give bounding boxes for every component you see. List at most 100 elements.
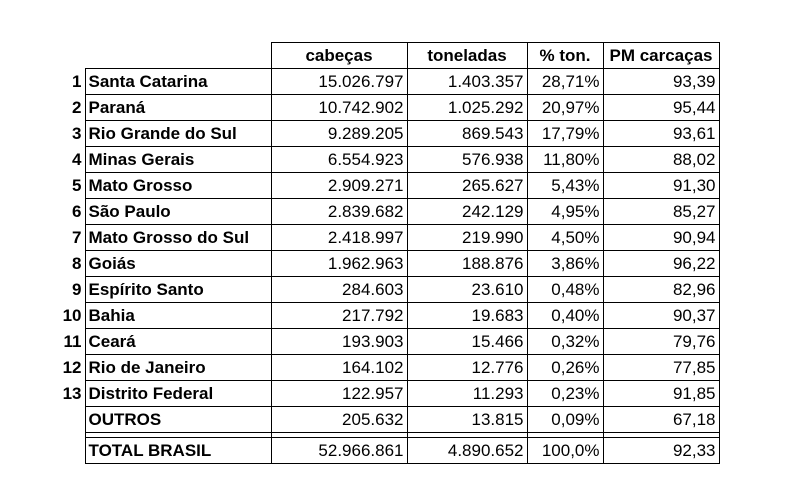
row-rank: 11 (63, 331, 82, 351)
row-pct: 0,32% (526, 328, 604, 355)
others-label: OUTROS (84, 406, 272, 433)
others-pct: 0,09% (526, 406, 604, 433)
table-row: 7 Mato Grosso do Sul 2.418.997 219.990 4,50%… (55, 224, 720, 251)
total-label: TOTAL BRASIL (84, 437, 272, 464)
row-heads: 10.742.902 (270, 94, 408, 121)
row-pct: 20,97% (526, 94, 604, 121)
spacer-row (55, 432, 720, 438)
row-state: Goiás (84, 250, 272, 277)
header-tons: toneladas (406, 42, 528, 69)
row-heads: 1.962.963 (270, 250, 408, 277)
row-tons: 188.876 (406, 250, 528, 277)
row-pct: 4,95% (526, 198, 604, 225)
row-tons: 242.129 (406, 198, 528, 225)
row-pct: 0,40% (526, 302, 604, 329)
spacer-cell (602, 432, 720, 438)
table-row: 9 Espírito Santo 284.603 23.610 0,48% 82,96 (55, 276, 720, 303)
row-heads: 164.102 (270, 354, 408, 381)
row-pm: 82,96 (602, 276, 720, 303)
row-state: Bahia (84, 302, 272, 329)
table-row: 1 Santa Catarina 15.026.797 1.403.357 28,71%… (55, 68, 720, 95)
row-state: Mato Grosso do Sul (84, 224, 272, 251)
total-row: TOTAL BRASIL 52.966.861 4.890.652 100,0% 92,… (55, 437, 720, 464)
row-tons: 23.610 (406, 276, 528, 303)
row-pm: 77,85 (602, 354, 720, 381)
row-state: Rio de Janeiro (84, 354, 272, 381)
row-pm: 96,22 (602, 250, 720, 277)
row-pm: 85,27 (602, 198, 720, 225)
row-state: Distrito Federal (84, 380, 272, 407)
row-tons: 576.938 (406, 146, 528, 173)
row-heads: 2.909.271 (270, 172, 408, 199)
row-heads: 6.554.923 (270, 146, 408, 173)
row-heads: 193.903 (270, 328, 408, 355)
total-pct: 100,0% (526, 437, 604, 464)
row-pm: 88,02 (602, 146, 720, 173)
row-heads: 284.603 (270, 276, 408, 303)
row-state: São Paulo (84, 198, 272, 225)
row-pct: 0,48% (526, 276, 604, 303)
others-pm: 67,18 (602, 406, 720, 433)
row-pm: 79,76 (602, 328, 720, 355)
row-state: Paraná (84, 94, 272, 121)
row-pct: 0,26% (526, 354, 604, 381)
table-body: 1 Santa Catarina 15.026.797 1.403.357 28,71%… (55, 68, 720, 464)
row-heads: 2.418.997 (270, 224, 408, 251)
row-pct: 4,50% (526, 224, 604, 251)
row-rank: 13 (62, 383, 82, 403)
table-row: 11 Ceará 193.903 15.466 0,32% 79,76 (55, 328, 720, 355)
row-pm: 91,30 (602, 172, 720, 199)
others-row: OUTROS 205.632 13.815 0,09% 67,18 (55, 406, 720, 433)
row-state: Minas Gerais (84, 146, 272, 173)
table-row: 12 Rio de Janeiro 164.102 12.776 0,26% 77,85 (55, 354, 720, 381)
table-row: 13 Distrito Federal 122.957 11.293 0,23% 91,8… (55, 380, 720, 407)
table-row: 4 Minas Gerais 6.554.923 576.938 11,80% 88,02 (55, 146, 720, 173)
row-rank: 1 (72, 71, 82, 91)
row-pm: 90,94 (602, 224, 720, 251)
row-pct: 3,86% (526, 250, 604, 277)
row-pct: 17,79% (526, 120, 604, 147)
row-pm: 95,44 (602, 94, 720, 121)
row-pct: 5,43% (526, 172, 604, 199)
total-heads: 52.966.861 (270, 437, 408, 464)
row-state: Ceará (84, 328, 272, 355)
row-pct: 11,80% (526, 146, 604, 173)
row-heads: 9.289.205 (270, 120, 408, 147)
row-state: Espírito Santo (84, 276, 272, 303)
row-rank: 3 (72, 123, 82, 143)
header-heads: cabeças (270, 42, 408, 69)
row-tons: 869.543 (406, 120, 528, 147)
row-state: Mato Grosso (84, 172, 272, 199)
row-pct: 28,71% (526, 68, 604, 95)
table-row: 10 Bahia 217.792 19.683 0,40% 90,37 (55, 302, 720, 329)
row-rank: 12 (62, 357, 82, 377)
row-tons: 12.776 (406, 354, 528, 381)
row-heads: 217.792 (270, 302, 408, 329)
row-tons: 15.466 (406, 328, 528, 355)
row-heads: 15.026.797 (270, 68, 408, 95)
row-tons: 1.403.357 (406, 68, 528, 95)
production-table: cabeças toneladas % ton. PM carcaças 1 Sa… (55, 42, 720, 464)
row-rank: 7 (72, 227, 82, 247)
table-row: 8 Goiás 1.962.963 188.876 3,86% 96,22 (55, 250, 720, 277)
row-state: Santa Catarina (84, 68, 272, 95)
row-state: Rio Grande do Sul (84, 120, 272, 147)
others-heads: 205.632 (270, 406, 408, 433)
row-heads: 122.957 (270, 380, 408, 407)
table-row: 2 Paraná 10.742.902 1.025.292 20,97% 95,44 (55, 94, 720, 121)
row-heads: 2.839.682 (270, 198, 408, 225)
total-pm: 92,33 (602, 437, 720, 464)
row-tons: 1.025.292 (406, 94, 528, 121)
corner-blank (85, 43, 271, 69)
table-row: 3 Rio Grande do Sul 9.289.205 869.543 17,79%… (55, 120, 720, 147)
row-rank: 10 (62, 305, 82, 325)
row-tons: 11.293 (406, 380, 528, 407)
total-rank-blank (55, 438, 85, 464)
row-pm: 90,37 (602, 302, 720, 329)
header-pct: % ton. (526, 42, 604, 69)
row-pm: 91,85 (602, 380, 720, 407)
row-rank: 6 (72, 201, 82, 221)
row-tons: 265.627 (406, 172, 528, 199)
table-row: 5 Mato Grosso 2.909.271 265.627 5,43% 91,30 (55, 172, 720, 199)
row-tons: 219.990 (406, 224, 528, 251)
